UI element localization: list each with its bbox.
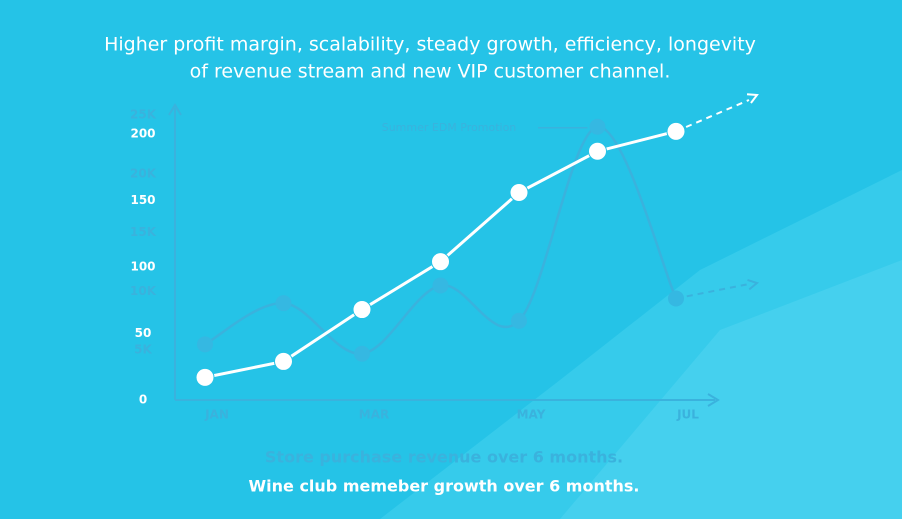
trend-arrow [746,93,759,104]
trend-dash [675,283,750,300]
data-point [195,367,215,387]
title: Higher profit margin, scalability, stead… [104,34,756,56]
y2-tick-label: 20K [130,166,157,180]
data-point [354,345,370,362]
data-point [666,121,686,141]
y-tick-label: 0 [139,393,147,407]
x-tick-label: MAR [359,408,389,422]
y2-tick-label: 15K [130,225,157,239]
data-point [431,252,450,272]
y2-tick-label: 5K [134,343,152,357]
data-point [197,336,213,353]
data-point [589,118,606,135]
y-tick-label: 150 [130,193,155,207]
x-tick-label: MAY [517,408,546,422]
x-tick-label: JUL [676,408,699,422]
annotation: Summer EDM Promotion [382,121,517,134]
y-tick-label: 100 [130,260,155,274]
trend-dash [675,99,750,133]
data-point [509,183,529,203]
axis-arrow [707,393,720,407]
y2-tick-label: 10K [130,284,157,298]
data-point [511,312,527,329]
trend-arrow [747,278,760,291]
data-point [588,141,607,161]
y-tick-label: 50 [135,326,152,340]
axis-arrow [168,103,182,116]
data-point [668,290,684,307]
decor-hill [560,260,902,519]
series-line [204,125,678,355]
data-point [432,277,449,294]
y-tick-label: 200 [130,127,155,141]
legend-entry: Store purchase revenue over 6 months. [265,448,623,467]
legend-entry: Wine club memeber growth over 6 months. [249,477,640,496]
title: of revenue stream and new VIP customer c… [190,61,671,83]
axes [168,103,720,407]
data-point [275,295,292,312]
y2-tick-label: 25K [130,108,157,122]
data-point [274,351,293,371]
x-tick-label: JAN [204,408,229,422]
data-point [352,300,372,320]
